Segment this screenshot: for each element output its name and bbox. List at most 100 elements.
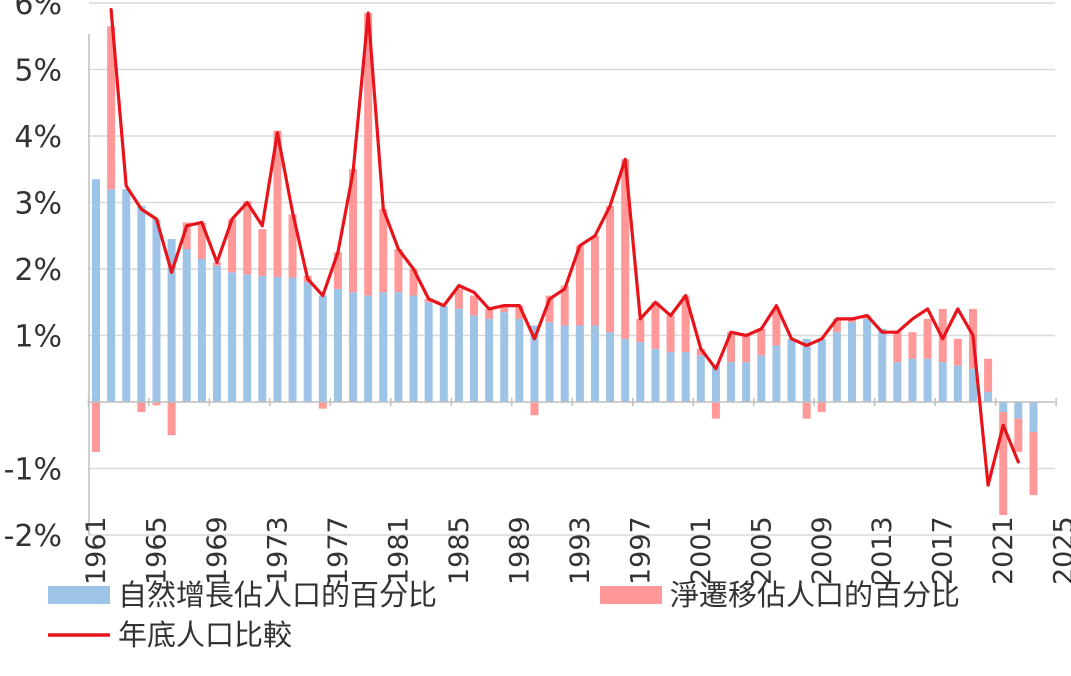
bar-natural-growth [666,352,675,402]
bar-net-migration [92,402,100,452]
bar-natural-growth [167,239,176,402]
x-tick-label: 2009 [807,516,838,585]
bar-natural-growth [757,355,766,402]
legend-population: 年底人口比較 [48,618,292,652]
bar-natural-growth [439,305,448,402]
bar-net-migration [409,269,418,296]
bar-net-migration [953,338,962,366]
bar-net-migration [212,262,221,266]
bar-natural-growth [560,325,569,402]
bar-natural-growth [197,259,206,402]
bar-net-migration [318,402,327,409]
bar-natural-growth [1014,402,1023,419]
bar-net-migration [167,402,176,436]
population-line-path [109,8,1020,487]
bar-natural-growth [228,272,237,402]
bar-natural-growth [424,302,433,402]
bar-natural-growth [711,365,720,402]
x-tick-label: 1965 [141,516,172,585]
bar-net-migration [243,201,252,275]
bar-natural-growth [122,189,131,402]
x-tick-label: 2005 [746,516,777,585]
bar-natural-growth [742,362,751,402]
bar-net-migration [485,308,494,319]
bar-natural-growth [787,338,796,402]
bar-net-migration [182,222,191,250]
bar-net-migration [636,318,645,343]
bar-net-migration [560,285,569,326]
bar-net-migration [666,315,675,353]
bar-natural-growth [923,358,932,402]
bar-net-migration [545,295,554,323]
bar-natural-growth [545,322,554,402]
bar-natural-growth [379,292,388,402]
bar-natural-growth [92,179,100,402]
bar-natural-growth [999,402,1008,412]
bar-natural-growth [1029,402,1038,432]
bar-net-migration [333,252,342,289]
bar-net-migration [742,335,751,363]
bar-natural-growth [651,348,660,402]
x-tick-label: 1977 [323,516,354,585]
bar-natural-growth [152,219,161,402]
bar-natural-growth [394,292,403,402]
bar-net-migration [621,159,630,339]
bar-natural-growth [182,249,191,402]
bar-net-migration [470,295,478,316]
bar-net-migration [848,318,856,323]
bar-net-migration [711,402,720,419]
bar-natural-growth [802,338,811,402]
legend-net-migration: 淨遷移佔人口的百分比 [600,578,960,612]
bar-net-migration [379,209,388,293]
bar-net-migration [727,332,736,363]
bar-net-migration [197,222,206,260]
bar-net-migration [500,305,509,313]
bar-net-migration [288,214,297,278]
x-tick-label: 1961 [81,516,112,585]
legend-natural-growth: 自然增長佔人口的百分比 [48,578,437,612]
bar-net-migration [590,235,599,326]
y-tick-label: -1% [4,453,62,488]
y-tick-label: 1% [14,320,62,355]
x-tick-label: 2001 [686,516,717,585]
bar-natural-growth [696,355,705,402]
bar-natural-growth [409,295,418,402]
bar-natural-growth [893,362,902,402]
population-line [109,8,1020,487]
bar-net-migration [137,402,146,412]
bar-net-migration [1014,418,1023,452]
bar-net-migration [228,219,237,273]
y-tick-label: 5% [14,54,62,89]
bar-natural-growth [984,392,993,402]
bar-net-migration [817,402,826,412]
bar-natural-growth [681,352,690,402]
bar-natural-growth [288,277,297,402]
bar-natural-growth [485,318,494,402]
x-tick-label: 1997 [625,516,656,585]
bar-natural-growth [832,332,841,402]
bar-natural-growth [212,265,221,402]
bar-natural-growth [848,322,856,402]
bar-natural-growth [727,362,736,402]
bar-natural-growth [454,308,463,402]
y-tick-label: 2% [14,253,62,288]
bar-net-migration [772,308,781,346]
bar-net-migration [681,295,690,353]
bar-net-migration [575,245,584,326]
bar-net-migration [107,26,116,190]
bar-natural-growth [863,318,872,402]
bar-natural-growth [575,325,584,402]
bar-net-migration [999,411,1008,516]
bar-net-migration [1029,431,1038,496]
bar-natural-growth [817,338,826,402]
bar-net-migration [273,130,282,277]
bar-natural-growth [333,288,342,402]
bar-net-migration [515,305,524,319]
bar-natural-growth [621,338,630,402]
bar-natural-growth [303,282,312,402]
bar-net-migration [696,348,705,356]
legend-label: 淨遷移佔人口的百分比 [670,578,960,612]
